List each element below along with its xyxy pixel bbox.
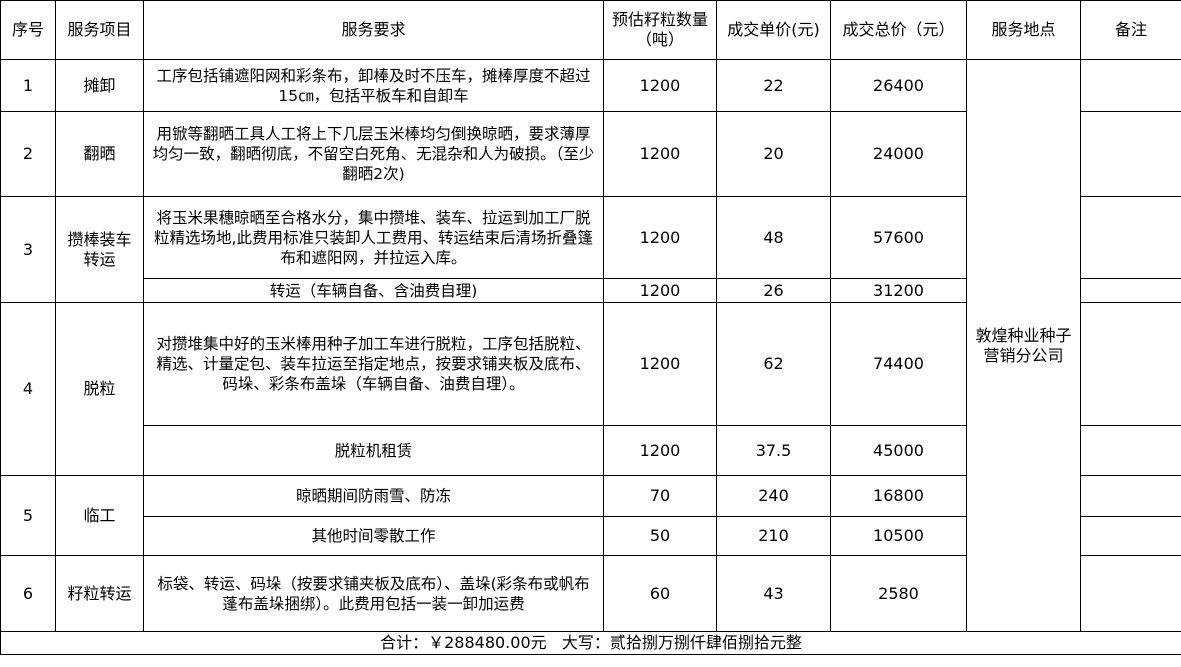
row-no: 6	[0, 555, 56, 632]
header-unit-price: 成交单价(元)	[716, 0, 831, 60]
row-unit-price: 26	[716, 278, 831, 303]
row-quantity: 1200	[603, 425, 717, 476]
summary-row: 合计：￥288480.00元 大写：贰拾捌万捌仟肆佰捌拾元整	[0, 631, 1181, 655]
header-item: 服务项目	[55, 0, 144, 60]
row-remarks	[1080, 278, 1181, 303]
row-quantity: 1200	[603, 278, 717, 303]
row-quantity: 1200	[603, 196, 717, 279]
header-location: 服务地点	[966, 0, 1081, 60]
row-unit-price: 22	[716, 59, 831, 112]
row-quantity: 1200	[603, 302, 717, 426]
row-unit-price: 240	[716, 475, 831, 517]
row-item: 籽粒转运	[55, 555, 144, 632]
table-row: 转运（车辆自备、含油费自理) 1200 26 31200	[1, 278, 1181, 303]
row-quantity: 50	[603, 516, 717, 556]
row-total: 57600	[830, 196, 967, 279]
grand-total: 合计：￥288480.00元 大写：贰拾捌万捌仟肆佰捌拾元整	[0, 631, 1181, 655]
row-unit-price: 43	[716, 555, 831, 632]
row-unit-price: 210	[716, 516, 831, 556]
table-row: 脱粒机租赁 1200 37.5 45000	[1, 425, 1181, 476]
row-unit-price: 62	[716, 302, 831, 426]
row-remarks	[1080, 425, 1181, 476]
row-remarks	[1080, 59, 1181, 112]
row-remarks	[1080, 475, 1181, 517]
row-no: 5	[0, 475, 56, 556]
row-item: 攒棒装车转运	[55, 196, 144, 303]
row-unit-price: 37.5	[716, 425, 831, 476]
row-requirement: 转运（车辆自备、含油费自理)	[143, 278, 604, 303]
row-item: 摊卸	[55, 59, 144, 112]
row-requirement: 用锨等翻晒工具人工将上下几层玉米棒均匀倒换晾晒，要求薄厚均匀一致，翻晒彻底，不留…	[143, 111, 604, 197]
row-no: 4	[0, 302, 56, 476]
table-row: 6 籽粒转运 标袋、转运、码垛（按要求铺夹板及底布）、盖垛(彩条布或帆布蓬布盖垛…	[0, 555, 1181, 632]
row-total: 24000	[830, 111, 967, 197]
header-row: 序号 服务项目 服务要求 预估籽粒数量（吨） 成交单价(元) 成交总价（元） 服…	[0, 0, 1181, 60]
row-no: 1	[0, 59, 56, 112]
row-total: 45000	[830, 425, 967, 476]
row-unit-price: 48	[716, 196, 831, 279]
header-no: 序号	[0, 0, 56, 60]
row-remarks	[1080, 555, 1181, 632]
table-row: 1 摊卸 工序包括铺遮阳网和彩条布，卸棒及时不压车，摊棒厚度不超过15㎝，包括平…	[0, 59, 1181, 632]
row-no: 2	[0, 111, 56, 197]
row-quantity: 70	[603, 475, 717, 517]
row-remarks	[1080, 302, 1181, 426]
row-item: 脱粒	[55, 302, 144, 476]
row-remarks	[1080, 111, 1181, 197]
table-row: 3 攒棒装车转运 将玉米果穗晾晒至合格水分，集中攒堆、装车、拉运到加工厂脱粒精选…	[0, 196, 1181, 303]
row-total: 31200	[830, 278, 967, 303]
row-quantity: 1200	[603, 111, 717, 197]
row-requirement: 将玉米果穗晾晒至合格水分，集中攒堆、装车、拉运到加工厂脱粒精选场地,此费用标准只…	[143, 196, 604, 279]
row-total: 2580	[830, 555, 967, 632]
table-row: 其他时间零散工作 50 210 10500	[1, 516, 1181, 556]
row-remarks	[1080, 516, 1181, 556]
row-item: 翻晒	[55, 111, 144, 197]
row-item: 临工	[55, 475, 144, 556]
row-total: 74400	[830, 302, 967, 426]
row-requirement: 脱粒机租赁	[143, 425, 604, 476]
row-requirement: 标袋、转运、码垛（按要求铺夹板及底布）、盖垛(彩条布或帆布蓬布盖垛捆绑）。此费用…	[143, 555, 604, 632]
row-unit-price: 20	[716, 111, 831, 197]
row-quantity: 60	[603, 555, 717, 632]
table-row: 2 翻晒 用锨等翻晒工具人工将上下几层玉米棒均匀倒换晾晒，要求薄厚均匀一致，翻晒…	[0, 111, 1181, 197]
row-requirement: 对攒堆集中好的玉米棒用种子加工车进行脱粒，工序包括脱粒、精选、计量定包、装车拉运…	[143, 302, 604, 426]
row-no: 3	[0, 196, 56, 303]
row-total: 10500	[830, 516, 967, 556]
row-requirement: 晾晒期间防雨雪、防冻	[143, 475, 604, 517]
row-total: 16800	[830, 475, 967, 517]
row-total: 26400	[830, 59, 967, 112]
header-quantity: 预估籽粒数量（吨）	[603, 0, 717, 60]
table-row: 4 脱粒 对攒堆集中好的玉米棒用种子加工车进行脱粒，工序包括脱粒、精选、计量定包…	[0, 302, 1181, 476]
service-location: 敦煌种业种子营销分公司	[966, 59, 1081, 632]
header-requirement: 服务要求	[143, 0, 604, 60]
row-requirement: 其他时间零散工作	[143, 516, 604, 556]
header-total-price: 成交总价（元）	[830, 0, 967, 60]
header-remarks: 备注	[1080, 0, 1181, 60]
row-quantity: 1200	[603, 59, 717, 112]
row-remarks	[1080, 196, 1181, 279]
row-requirement: 工序包括铺遮阳网和彩条布，卸棒及时不压车，摊棒厚度不超过15㎝，包括平板车和自卸…	[143, 59, 604, 112]
